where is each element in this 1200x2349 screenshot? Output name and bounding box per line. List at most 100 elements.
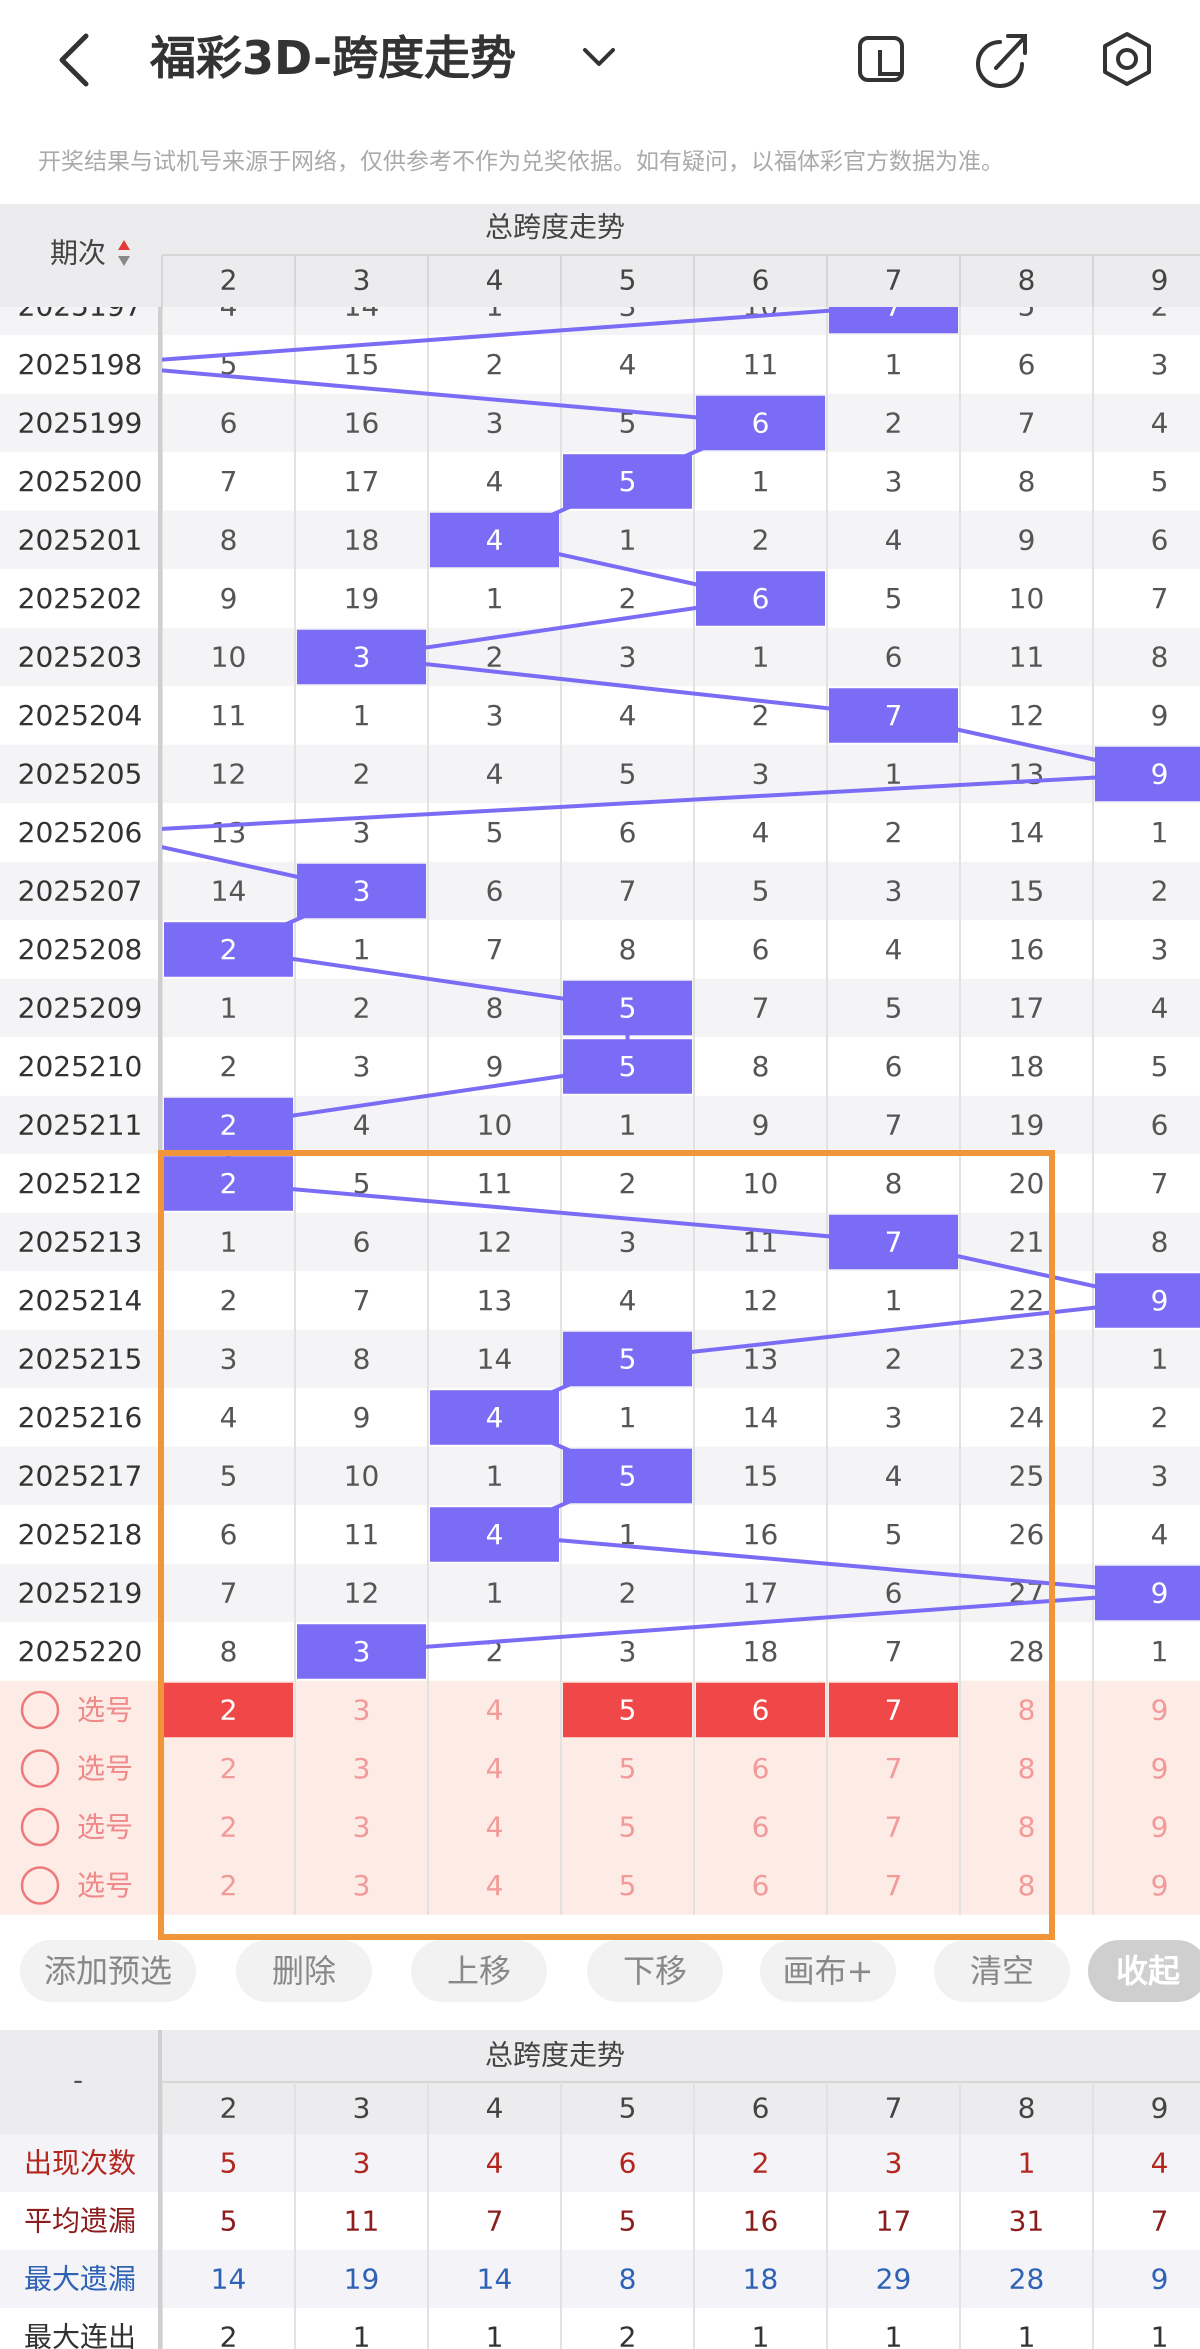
pick-number[interactable]: 8 bbox=[1018, 1752, 1036, 1785]
issue: 2025215 bbox=[18, 1343, 143, 1376]
pick-checkbox[interactable] bbox=[20, 1690, 60, 1730]
pick-selected bbox=[696, 1682, 825, 1738]
pick-number[interactable]: 8 bbox=[1018, 1694, 1036, 1727]
miss-value: 5 bbox=[885, 1518, 903, 1551]
hit-cell bbox=[164, 1156, 293, 1211]
stats-column-header: 4 bbox=[486, 2092, 504, 2125]
dropdown-button[interactable] bbox=[583, 48, 615, 66]
pick-number[interactable]: 2 bbox=[220, 1694, 238, 1727]
stats-column-header: 3 bbox=[353, 2092, 371, 2125]
miss-value: 7 bbox=[1151, 582, 1169, 615]
miss-value: 10 bbox=[344, 1460, 380, 1493]
button[interactable]: 添加预选 bbox=[44, 1952, 172, 1990]
pick-number[interactable]: 9 bbox=[1151, 1869, 1169, 1902]
pick-selected bbox=[164, 1682, 293, 1738]
stats-column-header: 8 bbox=[1018, 2092, 1036, 2125]
pick-number[interactable]: 3 bbox=[353, 1752, 371, 1785]
miss-value: 6 bbox=[885, 641, 903, 674]
miss-value: 16 bbox=[344, 407, 380, 440]
pick-number[interactable]: 8 bbox=[1018, 1811, 1036, 1844]
column-header: 9 bbox=[1151, 264, 1169, 297]
miss-value: 2 bbox=[486, 641, 504, 674]
pick-number[interactable]: 9 bbox=[1151, 1811, 1169, 1844]
share-icon[interactable] bbox=[976, 34, 1027, 88]
pick-number[interactable]: 2 bbox=[220, 1869, 238, 1902]
button-bg[interactable] bbox=[20, 1940, 196, 2002]
trend-line bbox=[361, 1591, 1160, 1654]
miss-value: 8 bbox=[885, 1167, 903, 1200]
miss-value: 8 bbox=[1018, 465, 1036, 498]
settings-icon[interactable] bbox=[1103, 32, 1151, 86]
stats-corner: - bbox=[73, 2064, 83, 2097]
row-bg bbox=[0, 686, 1200, 745]
miss-value: 1 bbox=[220, 992, 238, 1025]
button[interactable]: 删除 bbox=[272, 1952, 336, 1990]
pick-checkbox[interactable] bbox=[20, 1807, 60, 1847]
pick-number[interactable]: 4 bbox=[486, 1752, 504, 1785]
button-bg[interactable] bbox=[236, 1940, 372, 2002]
miss-value: 2 bbox=[353, 758, 371, 791]
pick-number[interactable]: 3 bbox=[353, 1811, 371, 1844]
miss-value: 9 bbox=[1151, 699, 1169, 732]
pick-label: 选号 bbox=[77, 1869, 133, 1902]
miss-value: 21 bbox=[1009, 1226, 1045, 1259]
stats-row-bg bbox=[0, 2134, 1200, 2192]
button-bg[interactable] bbox=[1088, 1940, 1200, 2002]
stats-value: 14 bbox=[211, 2263, 247, 2296]
pick-number[interactable]: 6 bbox=[752, 1811, 770, 1844]
button-bg[interactable] bbox=[760, 1940, 896, 2002]
pick-number[interactable]: 5 bbox=[619, 1752, 637, 1785]
button[interactable]: 下移 bbox=[623, 1952, 687, 1990]
trend-line bbox=[228, 947, 628, 1010]
miss-value: 5 bbox=[885, 582, 903, 615]
pick-number[interactable]: 7 bbox=[885, 1752, 903, 1785]
pick-number[interactable]: 4 bbox=[486, 1811, 504, 1844]
button[interactable]: 收起 bbox=[1116, 1952, 1181, 1990]
stats-row-bg bbox=[0, 2250, 1200, 2308]
button[interactable]: 画布+ bbox=[783, 1952, 874, 1990]
hit-cell bbox=[829, 688, 958, 743]
pick-number[interactable]: 5 bbox=[619, 1811, 637, 1844]
pick-number[interactable]: 2 bbox=[220, 1811, 238, 1844]
back-button[interactable] bbox=[59, 33, 89, 87]
stats-value: 1 bbox=[353, 2321, 371, 2349]
miss-value: 12 bbox=[743, 1284, 779, 1317]
pick-number[interactable]: 6 bbox=[752, 1869, 770, 1902]
pick-number[interactable]: 2 bbox=[220, 1752, 238, 1785]
button-bg[interactable] bbox=[934, 1940, 1070, 2002]
miss-value: 6 bbox=[353, 1226, 371, 1259]
issue: 2025208 bbox=[18, 933, 143, 966]
stats-value: 6 bbox=[619, 2147, 637, 2180]
miss-value: 15 bbox=[344, 348, 380, 381]
pick-number[interactable]: 4 bbox=[486, 1869, 504, 1902]
pick-checkbox[interactable] bbox=[20, 1866, 60, 1905]
stats-value: 3 bbox=[885, 2147, 903, 2180]
button[interactable]: 清空 bbox=[970, 1952, 1034, 1990]
pick-number[interactable]: 7 bbox=[885, 1811, 903, 1844]
pick-checkbox[interactable] bbox=[20, 1749, 60, 1788]
pick-number[interactable]: 5 bbox=[619, 1869, 637, 1902]
pick-number[interactable]: 5 bbox=[619, 1694, 637, 1727]
miss-value: 3 bbox=[885, 465, 903, 498]
pick-number[interactable]: 6 bbox=[752, 1752, 770, 1785]
pick-number[interactable]: 7 bbox=[885, 1694, 903, 1727]
pick-number[interactable]: 3 bbox=[353, 1694, 371, 1727]
row-bg bbox=[0, 627, 1200, 687]
button-bg[interactable] bbox=[587, 1940, 723, 2002]
stats-value: 1 bbox=[752, 2321, 770, 2349]
miss-value: 1 bbox=[353, 933, 371, 966]
hit-cell bbox=[1095, 1565, 1200, 1621]
phone-icon[interactable] bbox=[858, 36, 904, 82]
hit-cell bbox=[563, 980, 692, 1036]
pick-number[interactable]: 8 bbox=[1018, 1869, 1036, 1902]
pick-number[interactable]: 9 bbox=[1151, 1752, 1169, 1785]
pick-number[interactable]: 3 bbox=[353, 1869, 371, 1902]
button[interactable]: 上移 bbox=[447, 1952, 511, 1990]
button-bg[interactable] bbox=[411, 1940, 547, 2002]
miss-value: 7 bbox=[353, 1284, 371, 1317]
pick-number[interactable]: 9 bbox=[1151, 1694, 1169, 1727]
pick-number[interactable]: 4 bbox=[486, 1694, 504, 1727]
pick-number[interactable]: 7 bbox=[885, 1869, 903, 1902]
pick-number[interactable]: 6 bbox=[752, 1694, 770, 1727]
column-header: 7 bbox=[885, 264, 903, 297]
